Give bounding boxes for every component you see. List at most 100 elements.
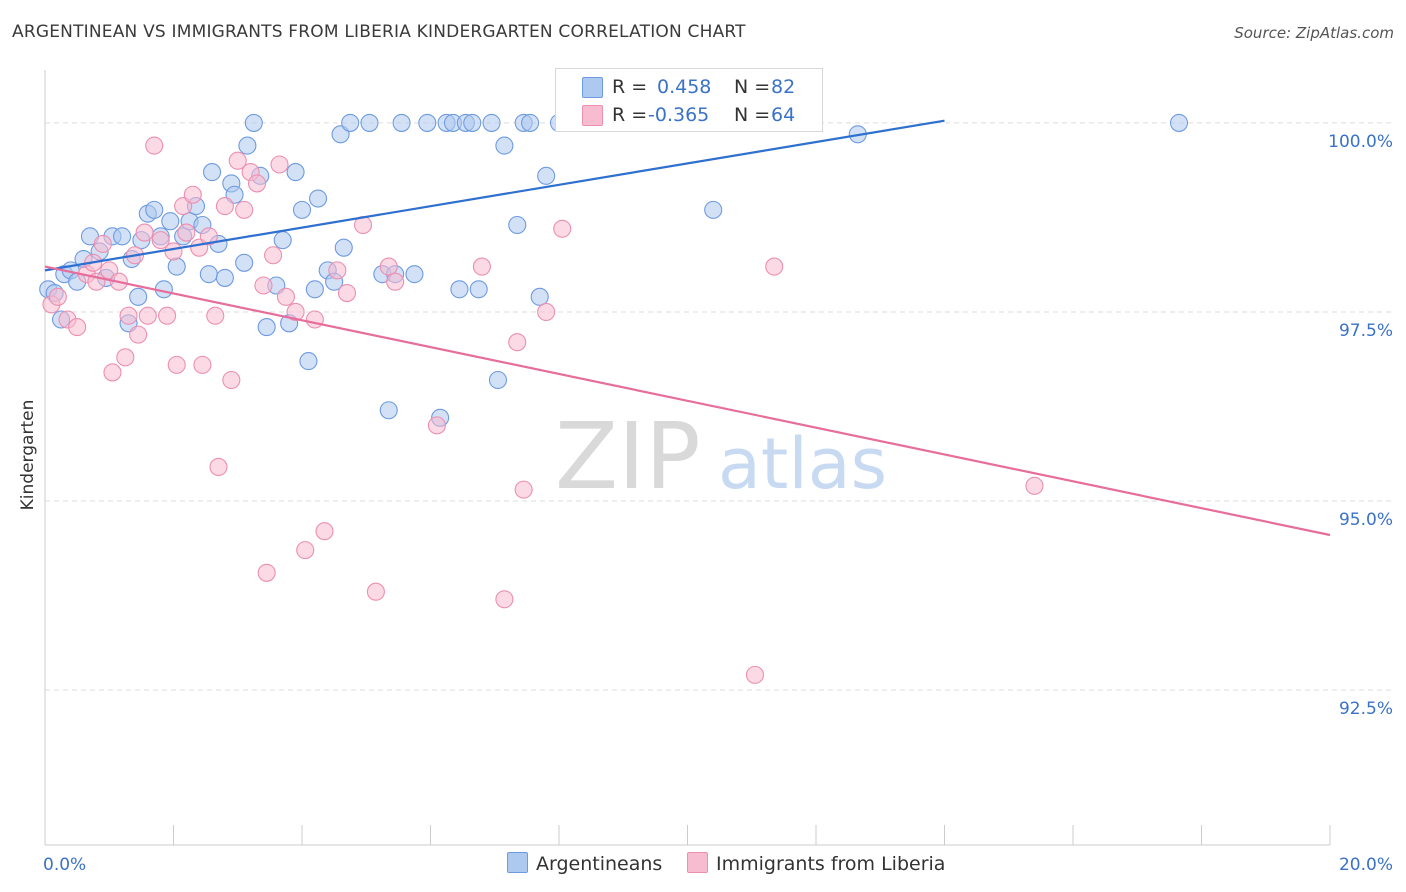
argentineans-point [273, 231, 292, 250]
liberia-point [366, 582, 385, 601]
liberia-point [264, 246, 283, 265]
argentineans-point [299, 352, 318, 371]
bottom-legend-swatch-pink [687, 852, 708, 873]
y-axis-label: Kindergarten [18, 400, 38, 511]
bottom-legend-label-blue: Argentineans [536, 853, 663, 875]
argentineans-point [537, 166, 556, 185]
argentineans-point [450, 280, 469, 299]
liberia-point [193, 355, 212, 374]
legend-n-label: N = [734, 104, 771, 126]
argentineans-point [405, 265, 424, 284]
liberia-point [68, 318, 87, 337]
liberia-point [765, 257, 784, 276]
liberia-point [379, 257, 398, 276]
liberia-point [199, 227, 218, 246]
x-tick-label: 0.0% [43, 855, 86, 875]
trend-lines [44, 119, 1331, 537]
legend-r-label: R = [612, 76, 648, 98]
argentineans-point [392, 113, 411, 132]
watermark-atlas: atlas [718, 423, 887, 505]
liberia-point [116, 348, 135, 367]
liberia-trend-line [44, 265, 1331, 537]
liberia-point [427, 416, 446, 435]
argentineans-point [379, 401, 398, 420]
liberia-point [145, 136, 164, 155]
liberia-point [745, 665, 765, 684]
legend-r-label: R = [612, 104, 648, 126]
liberia-point [177, 223, 196, 242]
chart-title: ARGENTINEAN VS IMMIGRANTS FROM LIBERIA K… [12, 22, 746, 42]
liberia-point [553, 219, 572, 238]
liberia-point [93, 234, 112, 253]
liberia-point [305, 310, 324, 329]
liberia-point [167, 355, 186, 374]
argentineans-point [161, 212, 180, 231]
liberia-point [247, 174, 267, 193]
argentineans-point [1169, 113, 1189, 132]
liberia-point [1025, 476, 1044, 495]
liberia-point [222, 370, 241, 390]
liberia-point [151, 231, 170, 250]
bottom-legend-swatch-blue [507, 852, 528, 873]
liberia-point [257, 563, 276, 582]
legend-n-value: 82 [771, 76, 796, 98]
argentineans-point [309, 189, 328, 208]
argentineans-point [341, 113, 360, 132]
argentineans-point [235, 253, 254, 272]
source-label: Source: ZipAtlas.com [1234, 24, 1394, 42]
liberia-point [48, 287, 67, 306]
axes [44, 70, 1331, 846]
legend-swatch-pink [582, 105, 603, 126]
liberia-point [508, 333, 527, 352]
liberia-point [328, 261, 347, 280]
y-tick-label: 100.0% [1328, 132, 1393, 152]
y-tick-label: 95.0% [1339, 510, 1393, 530]
argentineans-point [292, 200, 312, 219]
legend-n-value: 64 [771, 104, 796, 126]
liberia-point [119, 306, 138, 325]
liberia-point [386, 272, 405, 291]
liberia-point [206, 306, 225, 325]
argentineans-point [530, 287, 549, 306]
liberia-point [158, 306, 177, 325]
liberia-point [514, 480, 533, 499]
argentineans-point [257, 318, 276, 337]
y-tick-label: 92.5% [1339, 699, 1393, 719]
legend-r-value: -0.365 [648, 104, 710, 126]
argentineans-point [704, 200, 723, 219]
x-tick-label: 20.0% [1339, 855, 1393, 875]
argentineans-point [286, 163, 305, 182]
liberia-point [209, 457, 228, 477]
argentineans-trend-line [44, 119, 945, 272]
liberia-point [495, 590, 514, 609]
liberia-point [164, 242, 183, 261]
argentineans-point [238, 136, 257, 155]
liberia-point [276, 287, 295, 306]
legend-n-label: N = [734, 76, 771, 98]
argentineans-point [203, 163, 222, 182]
bottom-legend-label-pink: Immigrants from Liberia [716, 853, 946, 875]
liberia-point [215, 197, 234, 216]
argentineans-point [495, 136, 514, 155]
argentineans-point [463, 113, 482, 132]
liberia-point [296, 541, 315, 560]
argentineans-point [145, 200, 164, 219]
liberia-point [537, 302, 556, 322]
legend-row-liberia: R = -0.365 N = 64 [556, 101, 822, 129]
liberia-point [129, 325, 148, 344]
argentineans-point [215, 268, 234, 287]
liberia-point [270, 155, 289, 174]
legend-r-value: 0.458 [657, 76, 712, 98]
liberia-point [103, 363, 122, 382]
bottom-legend-liberia: Immigrants from Liberia [687, 852, 945, 875]
argentineans-point [199, 265, 218, 284]
argentineans-point [305, 280, 324, 299]
argentineans-point [360, 113, 379, 132]
argentineans-point [418, 113, 437, 132]
argentineans-point [482, 113, 501, 132]
liberia-point [472, 257, 491, 276]
argentineans-point [113, 227, 132, 246]
argentineans-point [244, 113, 263, 132]
liberia-point [135, 223, 154, 242]
